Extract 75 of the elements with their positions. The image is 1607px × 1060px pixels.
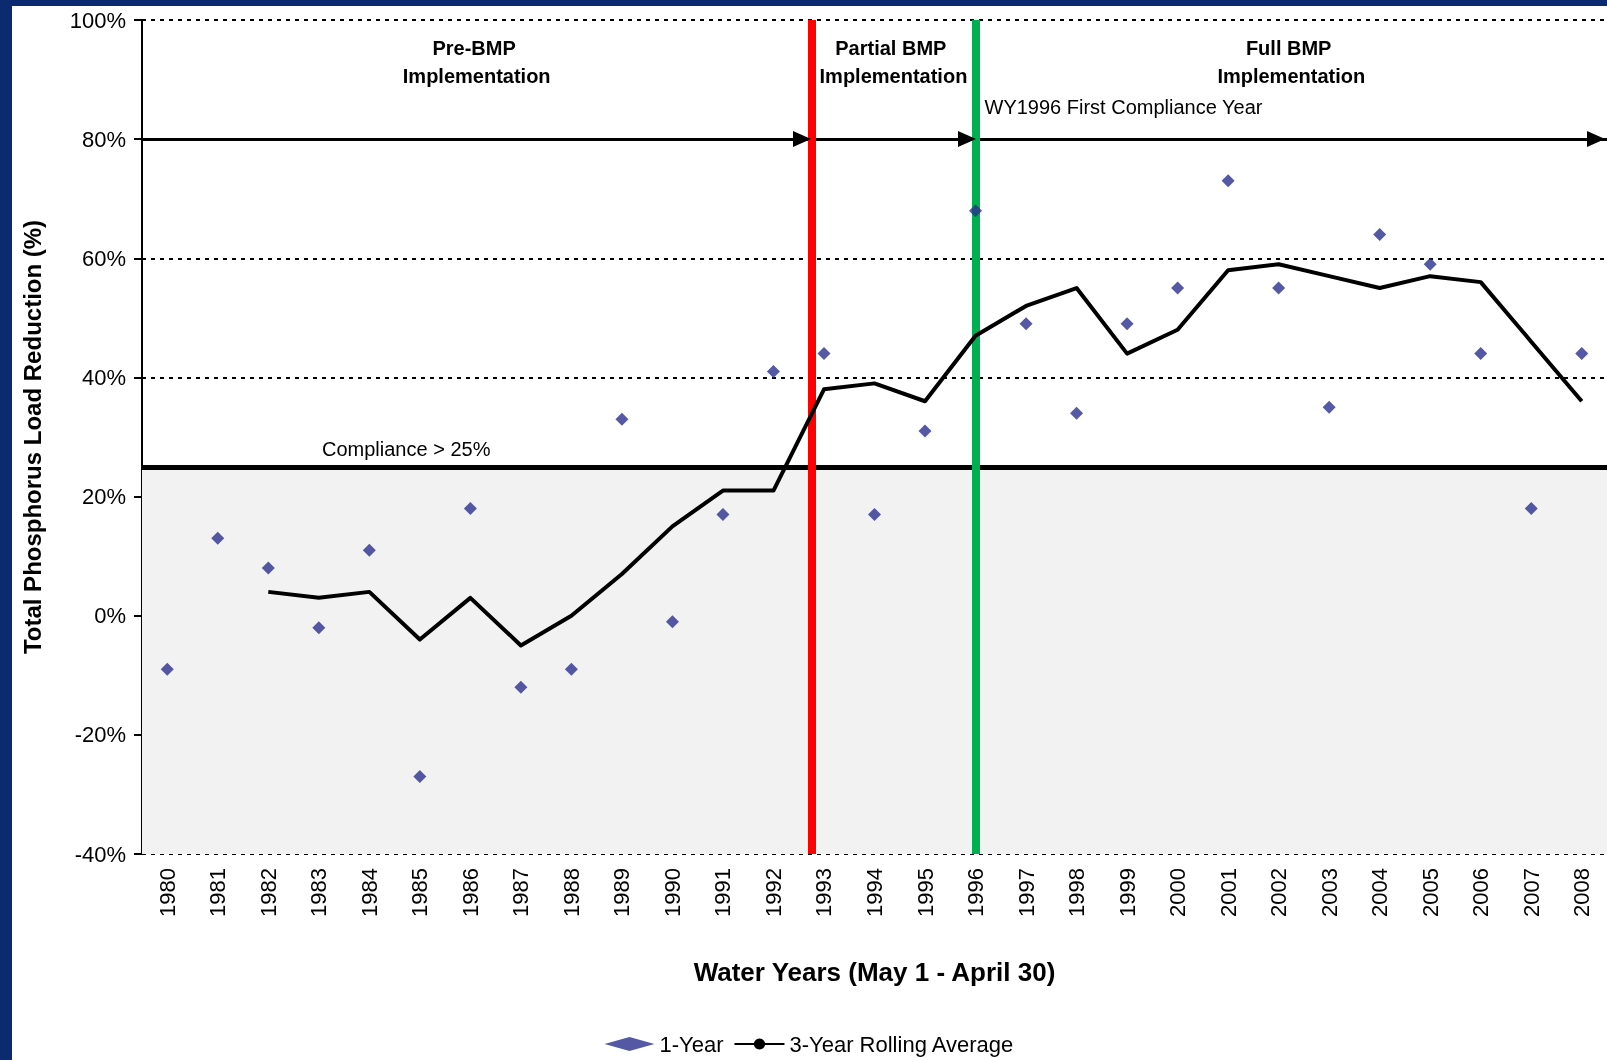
x-tick-label: 1987: [508, 868, 534, 917]
point: [665, 615, 679, 629]
point: [615, 412, 629, 426]
ref-line-label: WY1996 First Compliance Year: [984, 96, 1263, 118]
ref-line-label: Compliance > 25%: [322, 437, 491, 460]
y-tick-label: 100%: [69, 7, 126, 33]
x-tick-label: 1994: [862, 868, 887, 917]
x-tick-label: 1980: [154, 868, 180, 917]
x-tick-label: 1996: [963, 868, 989, 917]
y-tick-label: -20%: [74, 722, 126, 748]
point: [211, 531, 225, 545]
x-tick-label: 1983: [306, 868, 332, 917]
y-tick-label: 80%: [81, 126, 126, 152]
point: [1322, 400, 1336, 414]
x-tick-label: 2003: [1316, 868, 1342, 917]
x-tick-label: 1995: [912, 868, 938, 917]
x-tick-label: 1981: [205, 868, 231, 917]
x-tick-label: 1984: [356, 868, 382, 917]
x-tick-label: 2002: [1266, 868, 1292, 917]
x-tick-label: 1998: [1064, 868, 1090, 917]
point: [1272, 281, 1286, 295]
legend-label: 3-Year Rolling Average: [789, 1031, 1014, 1057]
point: [261, 561, 275, 575]
legend-label: 1-Year: [659, 1031, 724, 1057]
point: [1070, 406, 1084, 420]
x-tick-label: 1993: [811, 868, 837, 917]
point: [766, 364, 780, 378]
point: [1575, 347, 1589, 361]
point: [1474, 347, 1488, 361]
x-tick-label: 1991: [710, 868, 736, 917]
x-tick-label: 2000: [1165, 868, 1191, 917]
x-tick-label: 1982: [255, 868, 281, 917]
point: [1171, 281, 1185, 295]
x-tick-label: 1992: [760, 868, 786, 917]
annotation: Full BMP Implementation: [1217, 37, 1366, 87]
point: [868, 507, 881, 521]
x-tick-label: 1989: [609, 868, 635, 917]
x-tick-label: 2005: [1417, 868, 1443, 917]
x-tick-label: 2007: [1518, 868, 1544, 917]
x-tick-label: 1997: [1013, 868, 1039, 917]
point: [564, 662, 578, 676]
point: [716, 507, 730, 521]
annotation: Pre-BMP Implementation: [402, 37, 551, 87]
point: [413, 770, 427, 784]
point: [362, 543, 376, 557]
y-tick-label: 40%: [81, 364, 126, 390]
x-tick-label: 2004: [1367, 868, 1393, 917]
x-tick-label: 2008: [1569, 868, 1595, 917]
y-axis-title: Total Phosphorus Load Reduction (%): [18, 219, 46, 655]
point: [1019, 317, 1033, 331]
x-tick-label: 1986: [457, 868, 483, 917]
point: [969, 204, 983, 218]
point: [1524, 501, 1538, 515]
x-tick-label: 1999: [1114, 868, 1140, 917]
x-tick-label: 1990: [659, 868, 685, 917]
y-tick-label: -40%: [74, 841, 126, 867]
point: [1423, 257, 1437, 271]
point: [312, 621, 326, 635]
x-tick-label: 2001: [1215, 868, 1241, 917]
point: [463, 501, 477, 515]
y-tick-label: 20%: [81, 484, 126, 510]
x-axis-title: Water Years (May 1 - April 30): [693, 957, 1056, 987]
x-tick-label: 1988: [558, 868, 584, 917]
x-tick-label: 1985: [407, 868, 433, 917]
point: [1120, 317, 1134, 331]
x-tick-label: 2006: [1468, 868, 1494, 917]
point: [514, 680, 528, 694]
y-tick-label: 60%: [81, 245, 126, 271]
point: [817, 347, 831, 361]
point: [918, 424, 932, 438]
point: [1373, 227, 1387, 241]
point: [1221, 174, 1235, 188]
point: [160, 662, 174, 676]
annotation: Partial BMP Implementation: [819, 37, 968, 87]
y-tick-label: 0%: [94, 603, 126, 629]
